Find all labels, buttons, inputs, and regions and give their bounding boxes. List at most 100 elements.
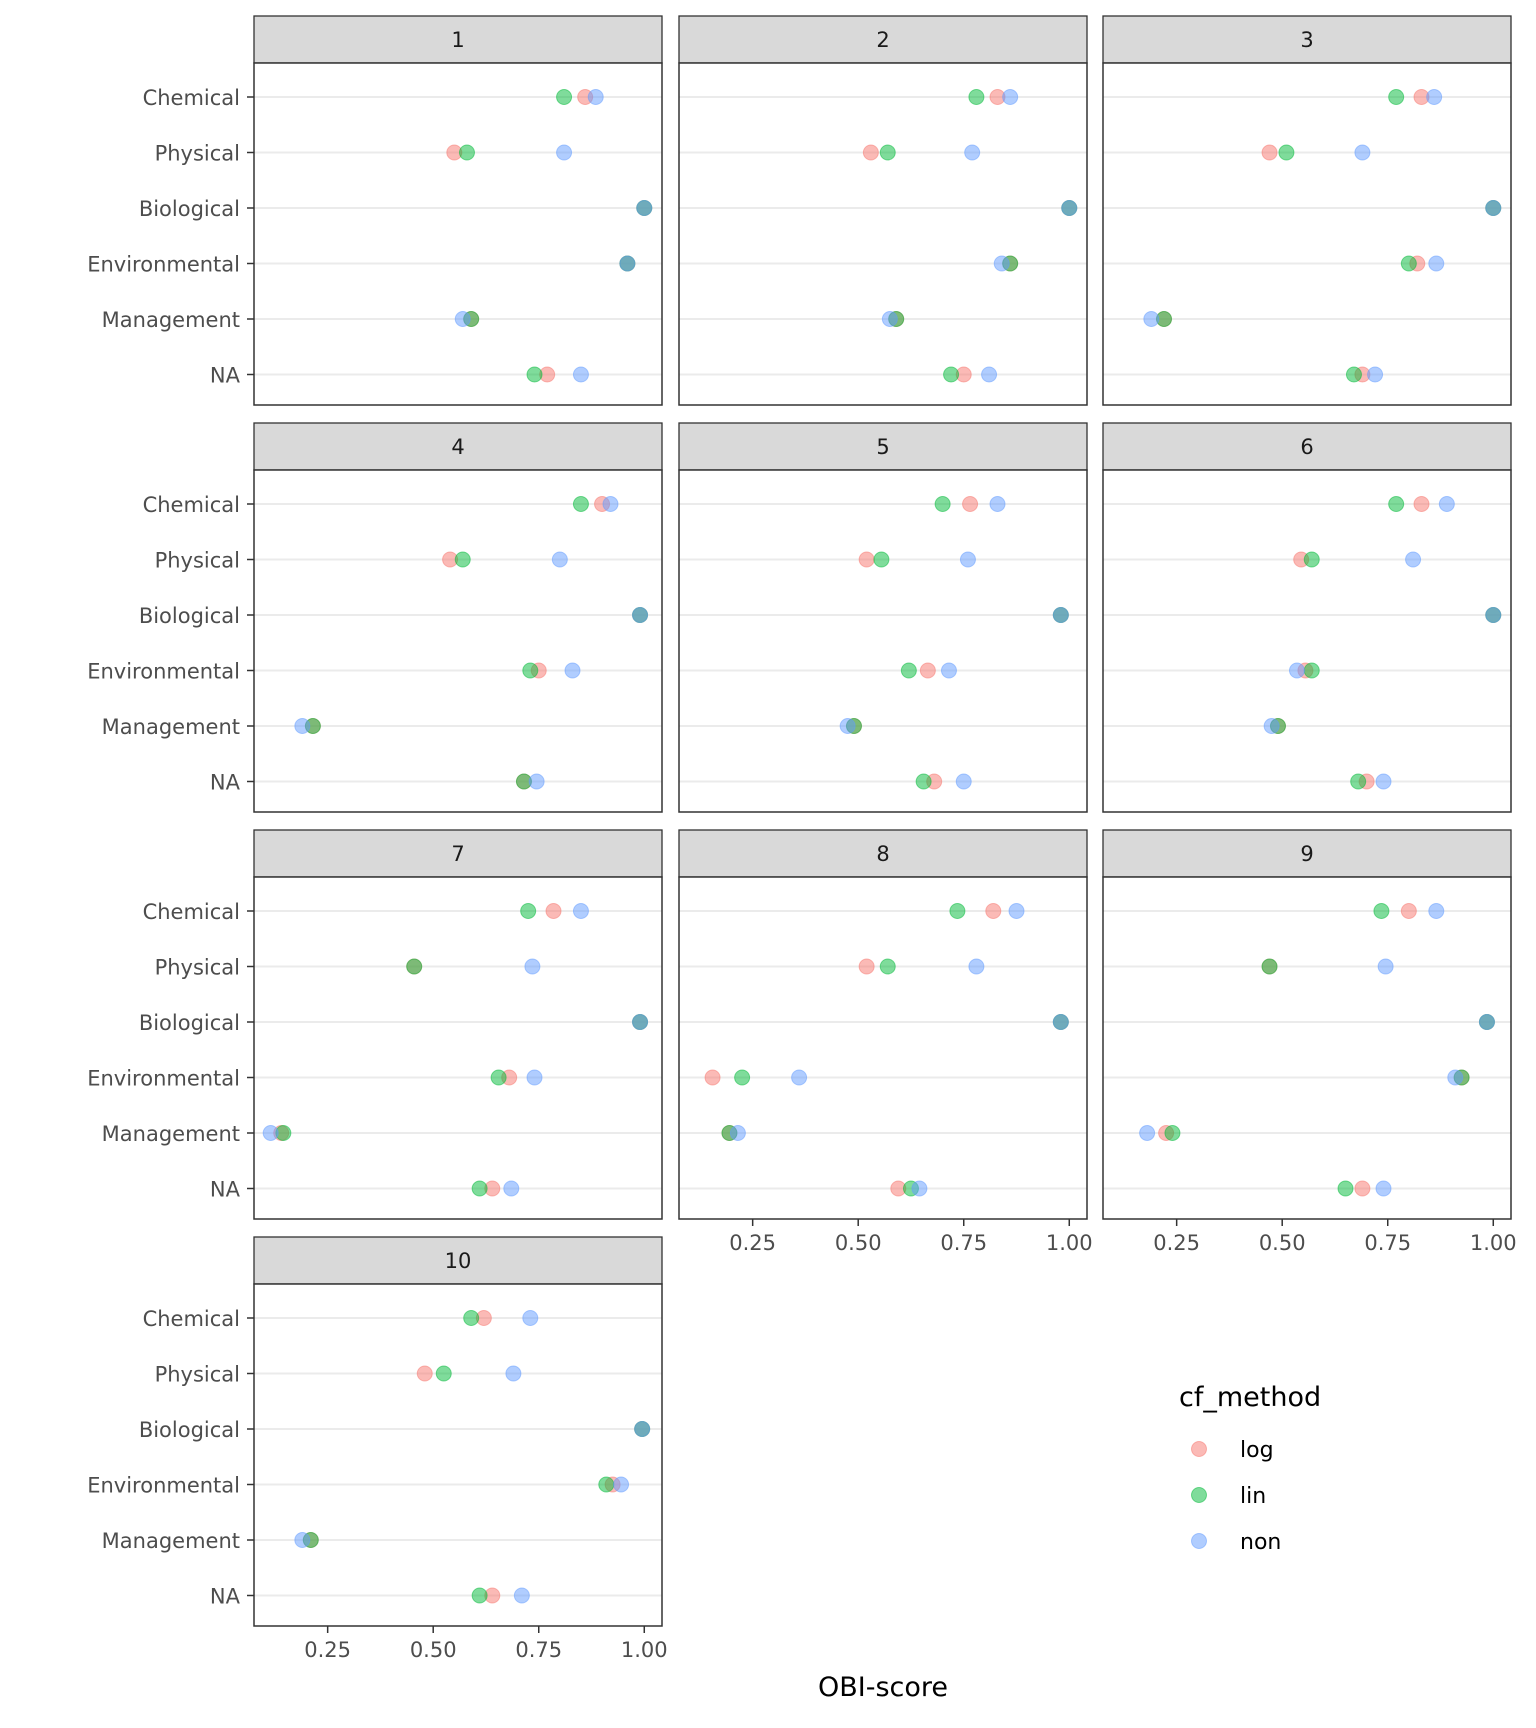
x-tick-label: 0.25 [1153,1231,1200,1255]
panel-background [679,63,1087,405]
y-tick-label: Environmental [87,660,240,684]
data-point-non [1428,903,1445,919]
data-point-lin [556,89,573,105]
panel-background [254,470,662,812]
data-point-lin [1337,1180,1354,1197]
facet-strip-label: 4 [451,435,464,459]
data-point-lin [934,496,951,512]
x-tick-label: 0.50 [410,1638,457,1662]
facet-strip-label: 2 [876,28,889,52]
data-point-non [262,1125,279,1141]
facet-strip-label: 10 [445,1249,472,1273]
y-tick-label: Environmental [87,253,240,277]
data-point-log [858,551,875,568]
y-tick-label: Chemical [143,493,240,517]
data-point-lin [471,1180,488,1197]
data-point-non [528,773,545,790]
data-point-non [1052,1014,1069,1030]
legend-key-non [1191,1533,1207,1549]
data-point-non [1377,958,1394,975]
data-point-lin [1345,366,1362,383]
data-point-lin [526,366,543,383]
facet-panel-9: 9 0.25 0.50 0.75 1.00 [1102,829,1517,1255]
y-tick-label: Biological [139,197,240,221]
data-point-non [955,773,972,790]
panel-background [679,470,1087,812]
y-tick-label: NA [210,1585,241,1609]
legend-label-non: non [1240,1530,1281,1555]
data-point-log [862,144,879,161]
data-point-non [572,366,589,383]
data-point-non [1426,89,1443,105]
data-point-lin [949,903,966,919]
legend: cf_method log lin non [1179,1382,1321,1555]
panel-background [254,877,662,1219]
data-point-non [636,200,653,216]
y-tick-label: Management [102,1122,240,1146]
data-point-non [989,496,1006,512]
data-point-non [959,551,976,568]
data-point-lin [879,958,896,975]
data-point-non [632,607,649,623]
x-tick-label: 0.25 [729,1231,776,1255]
data-point-non [1428,255,1445,272]
data-point-non [1478,1014,1495,1030]
data-point-non [619,255,636,272]
data-point-non [503,1180,520,1197]
data-point-lin [458,144,475,161]
x-tick-label: 1.00 [1046,1231,1093,1255]
panel-border [1102,62,1512,406]
y-tick-label: Biological [139,1011,240,1035]
data-point-non [1447,1069,1464,1086]
panel-background [1103,877,1511,1219]
data-point-lin [873,551,890,568]
data-point-log [919,662,936,679]
facet-strip [678,15,1088,64]
panel-border [678,62,1088,406]
panel-background [254,1284,662,1626]
data-point-non [634,1421,651,1437]
panel-background [1103,63,1511,405]
data-point-non [632,1014,649,1030]
y-tick-label: Environmental [87,1474,240,1498]
facet-strip [1102,422,1512,471]
facet-strip-label: 7 [451,842,464,866]
data-point-non [981,366,998,383]
panel-background [679,877,1087,1219]
data-point-log [858,958,875,975]
data-point-lin [522,662,539,679]
data-point-non [524,958,541,975]
data-point-log [545,903,562,919]
data-point-non [993,255,1010,272]
data-point-lin [454,551,471,568]
data-point-lin [406,958,423,975]
data-point-non [791,1069,808,1086]
data-point-lin [1373,903,1390,919]
y-tick-label: Environmental [87,1067,240,1091]
facet-strip-label: 5 [876,435,889,459]
data-point-non [551,551,568,568]
facet-panel-5: 5 [678,422,1088,813]
data-point-non [968,958,985,975]
data-point-lin [1350,773,1367,790]
facet-panel-10: 10 Chemical Physical Biological Environmenta… [87,1236,668,1662]
data-point-non [964,144,981,161]
data-point-non [1485,200,1502,216]
y-tick-label: NA [210,771,241,795]
data-point-non [1405,551,1422,568]
legend-label-lin: lin [1240,1484,1266,1509]
facet-strip-label: 9 [1300,842,1313,866]
x-tick-label: 1.00 [1470,1231,1517,1255]
panel-border [253,62,663,406]
facet-panel-1: 1 Chemical Physical Biological Environmental… [87,15,663,406]
data-point-log [1261,144,1278,161]
data-point-log [985,903,1002,919]
panel-background [1103,470,1511,812]
data-point-non [454,311,471,327]
data-point-lin [572,496,589,512]
data-point-non [1485,607,1502,623]
y-tick-label: Management [102,715,240,739]
data-point-non [940,662,957,679]
data-point-lin [520,903,537,919]
data-point-lin [1303,662,1320,679]
